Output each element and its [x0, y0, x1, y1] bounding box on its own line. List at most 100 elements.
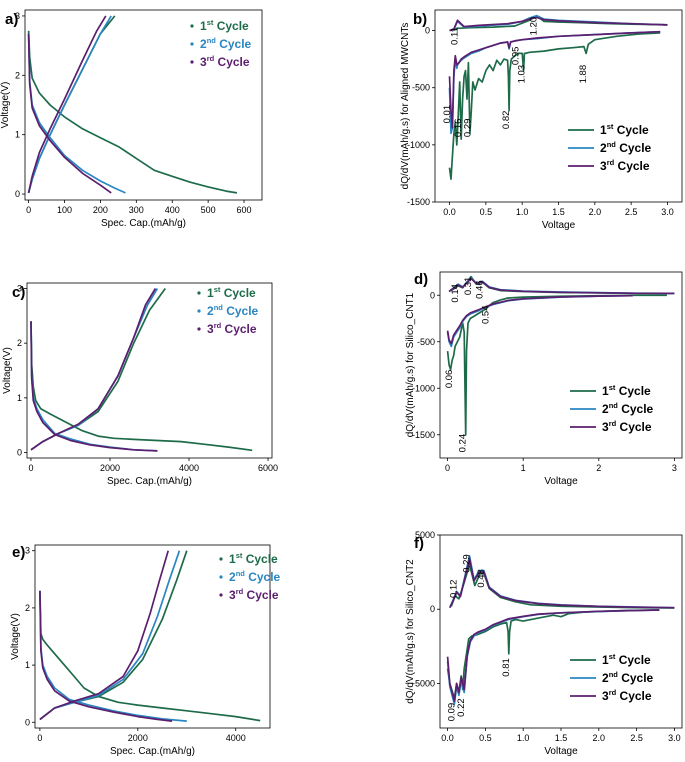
x-tick-label: 2.5: [625, 207, 638, 217]
y-tick-label: 0: [17, 448, 22, 458]
series-line: [27, 30, 238, 194]
legend-swatch: [197, 327, 201, 331]
peak-annotation: 1.20: [529, 17, 540, 36]
legend-label: 1st Cycle: [602, 652, 651, 667]
y-tick-label: 1: [17, 393, 22, 403]
panel-e: 0 2000 4000 0 1 2 3 Spec. Cap.(mAh/g) Voltage(V)…: [10, 544, 281, 757]
x-axis-title: Voltage: [542, 220, 576, 231]
x-axis-title: Spec. Cap.(mAh/g): [101, 218, 186, 229]
x-axis-title: Voltage: [544, 746, 578, 757]
x-tick-label: 400: [165, 205, 180, 215]
peak-annotation: 0.95: [511, 47, 522, 65]
y-tick-label: 3: [15, 11, 20, 21]
y-tick-label: 0: [425, 26, 430, 36]
series-line: [448, 30, 661, 129]
y-tick-label: -500: [417, 337, 435, 347]
x-tick-label: 2000: [128, 733, 148, 743]
series-line: [30, 288, 159, 451]
series-line: [448, 277, 675, 295]
series-line: [446, 294, 630, 348]
plot-frame: [26, 282, 273, 459]
series-line: [27, 33, 112, 194]
panel-d: 0 1 2 3 -1500 -1000 -500 0 Voltage dQ/dV(mAh/g.s)…: [405, 271, 683, 487]
peak-annotation: 0.11: [450, 27, 461, 45]
peak-annotation: 0.54: [480, 305, 491, 324]
x-axis-title: Voltage: [544, 476, 578, 487]
peak-annotation: 0.16: [453, 119, 464, 138]
x-tick-label: 1: [521, 463, 526, 473]
x-tick-label: 1.5: [555, 733, 568, 743]
x-tick-label: 4000: [226, 733, 246, 743]
x-tick-label: 3: [672, 463, 677, 473]
y-tick-label: 0: [430, 290, 435, 300]
peak-annotation: 0.29: [461, 554, 472, 573]
x-tick-label: 0: [26, 205, 31, 215]
y-tick-label: 3: [25, 546, 30, 556]
y-tick-label: 2: [17, 338, 22, 348]
y-tick-label: 1: [25, 660, 30, 670]
series-line: [27, 15, 116, 194]
x-tick-label: 2.0: [589, 207, 602, 217]
legend-label: 2nd Cycle: [602, 670, 654, 685]
legend-swatch: [219, 575, 223, 579]
peak-annotation: 0.29: [463, 119, 474, 138]
series-line: [30, 288, 166, 451]
legend-label: 3rd Cycle: [602, 419, 652, 434]
y-axis-title: dQ/dV(mAh/g.s) for Silico_CNT1: [405, 292, 416, 437]
series-line: [449, 16, 668, 32]
legend-label: 3rd Cycle: [600, 158, 650, 173]
panel-label: e): [12, 544, 25, 561]
panel-label: f): [414, 535, 424, 552]
series-line: [449, 557, 675, 609]
legend-swatch: [197, 309, 201, 313]
y-tick-label: -1500: [407, 197, 430, 207]
series-line: [446, 294, 667, 436]
x-tick-label: 2000: [100, 463, 120, 473]
x-tick-label: 3.0: [668, 733, 681, 743]
x-tick-label: 0.0: [441, 733, 454, 743]
x-tick-label: 0: [28, 463, 33, 473]
x-tick-label: 0.5: [479, 733, 492, 743]
x-tick-label: 2.5: [630, 733, 643, 743]
legend-label: 2nd Cycle: [207, 303, 259, 318]
x-tick-label: 100: [57, 205, 72, 215]
legend-label: 2nd Cycle: [229, 569, 281, 584]
peak-annotation: 0.81: [501, 658, 512, 677]
y-tick-label: 0: [15, 189, 20, 199]
peak-annotation: 0.31: [463, 277, 474, 296]
legend-label: 2nd Cycle: [602, 401, 654, 416]
x-tick-label: 600: [237, 205, 252, 215]
x-tick-label: 200: [93, 205, 108, 215]
x-tick-label: 0: [445, 463, 450, 473]
y-tick-label: -1000: [407, 140, 430, 150]
x-tick-label: 0.0: [443, 207, 456, 217]
y-tick-label: -1000: [412, 383, 435, 393]
peak-annotation: 0.12: [449, 580, 460, 599]
legend-swatch: [197, 291, 201, 295]
panel-label: a): [5, 11, 18, 28]
legend-label: 1st Cycle: [600, 122, 649, 137]
plot-frame: [439, 271, 683, 459]
legend-label: 3rd Cycle: [200, 54, 250, 69]
legend-label: 2nd Cycle: [200, 36, 252, 51]
y-tick-label: 5000: [415, 530, 435, 540]
x-tick-label: 2: [596, 463, 601, 473]
y-axis-title: Voltage(V): [2, 347, 13, 394]
legend-label: 1st Cycle: [229, 551, 278, 566]
panel-label: b): [413, 11, 427, 28]
peak-annotation: 1.88: [578, 65, 589, 84]
peak-annotation: 0.06: [444, 370, 455, 389]
x-tick-label: 1.5: [552, 207, 565, 217]
legend-label: 2nd Cycle: [600, 140, 652, 155]
series-line: [448, 32, 661, 180]
x-tick-label: 0: [37, 733, 42, 743]
legend-label: 3rd Cycle: [602, 688, 652, 703]
legend-swatch: [190, 42, 194, 46]
peak-annotation: 0.22: [456, 698, 467, 717]
y-tick-label: -500: [412, 83, 430, 93]
x-tick-label: 1.0: [517, 733, 530, 743]
peak-annotation: 0.46: [474, 280, 485, 299]
panel-label: c): [12, 284, 25, 301]
y-tick-label: -5000: [412, 678, 435, 688]
panel-label: d): [414, 271, 428, 288]
